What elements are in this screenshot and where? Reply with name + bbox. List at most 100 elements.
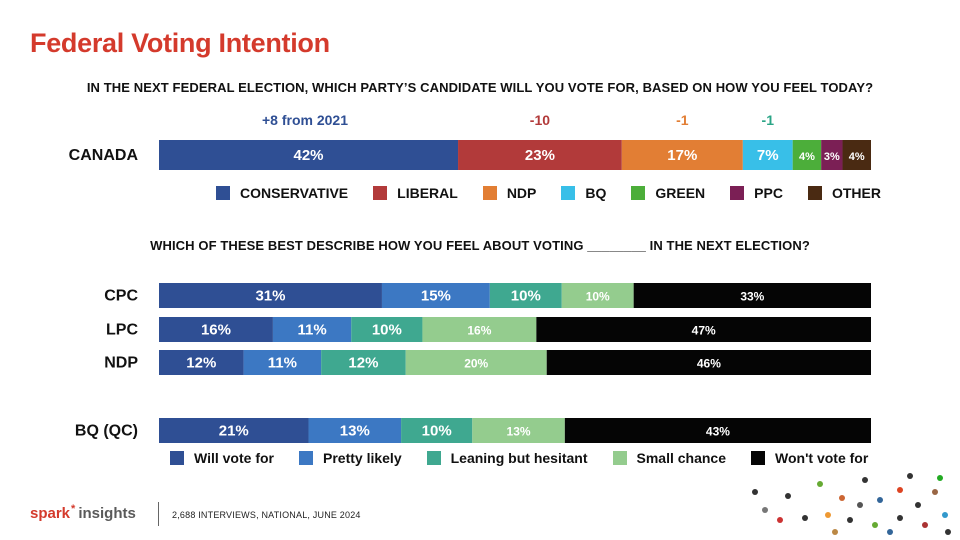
bar-ndp-small-chance — [405, 350, 547, 375]
legend-label-bq: BQ — [585, 185, 607, 201]
change-label-conservative: +8 from 2021 — [262, 112, 348, 128]
logo-spark: spark — [30, 505, 71, 522]
chart-canvas: CANADA 42% +8 from 2021 23% -10 17% -1 7% -1 4% 3%… — [69, 112, 871, 443]
data-label-canada-ppc: 3% — [824, 151, 840, 163]
legend-item-leaning-but-hesitant: Leaning but hesitant — [426, 450, 588, 466]
data-label-cpc-small-chance: 10% — [586, 290, 610, 304]
legend-swatch-small-chance — [612, 451, 627, 465]
data-label-canada-conservative: 42% — [294, 147, 324, 164]
bar-canada-bq — [742, 140, 793, 170]
legend-swatch-conservative — [216, 186, 230, 200]
footer-divider — [158, 502, 159, 526]
data-label-bq-qc-small-chance: 13% — [507, 425, 531, 439]
legend-swatch-ndp — [482, 186, 497, 200]
bar-cpc-small-chance — [561, 283, 634, 308]
legend-swatch-pretty-likely — [299, 451, 313, 465]
data-label-lpc-leaning-but-hesitant: 10% — [372, 322, 402, 339]
data-label-cpc-pretty-likely: 15% — [421, 288, 451, 305]
bar-ndp-leaning-but-hesitant — [321, 350, 406, 375]
spark-insights-logo: spark * insights — [30, 503, 136, 522]
data-label-lpc-won-t-vote-for: 47% — [692, 324, 716, 338]
bar-cpc-will-vote-for — [159, 283, 382, 308]
data-label-canada-ndp: 17% — [667, 147, 697, 164]
bar-canada-liberal — [458, 140, 622, 170]
legend-swatch-bq — [561, 186, 576, 200]
bar-ndp-will-vote-for — [159, 350, 244, 375]
legend-label-will-vote-for: Will vote for — [194, 450, 274, 466]
change-label-bq: -1 — [762, 112, 775, 128]
data-label-canada-green: 4% — [799, 151, 815, 163]
data-label-bq-qc-won-t-vote-for: 43% — [706, 425, 730, 439]
legend-swatch-will-vote-for — [170, 451, 184, 465]
logo-insights: insights — [78, 505, 136, 522]
legend-item-won-t-vote-for: Won't vote for — [751, 450, 868, 466]
category-label-cpc: CPC — [104, 288, 138, 305]
legend-label-liberal: LIBERAL — [397, 185, 458, 201]
source-note: 2,688 INTERVIEWS, NATIONAL, JUNE 2024 — [172, 510, 361, 520]
data-label-lpc-pretty-likely: 11% — [297, 322, 326, 339]
chart1-question: IN THE NEXT FEDERAL ELECTION, WHICH PART… — [86, 80, 874, 95]
data-label-cpc-will-vote-for: 31% — [255, 288, 285, 305]
legend-swatch-ppc — [730, 186, 745, 200]
legend-label-pretty-likely: Pretty likely — [323, 450, 402, 466]
data-label-cpc-leaning-but-hesitant: 10% — [511, 288, 541, 305]
bar-ndp-won-t-vote-for — [546, 350, 871, 375]
data-label-ndp-small-chance: 20% — [464, 357, 488, 371]
legend-swatch-liberal — [373, 186, 388, 200]
bar-lpc-small-chance — [422, 317, 537, 342]
bar-canada-ndp — [621, 140, 743, 170]
data-label-bq-qc-will-vote-for: 21% — [219, 423, 249, 440]
data-label-canada-other: 4% — [849, 151, 865, 163]
bar-cpc-pretty-likely — [381, 283, 490, 308]
logo-star: * — [71, 503, 76, 515]
bar-lpc-leaning-but-hesitant — [351, 317, 423, 342]
category-label-lpc: LPC — [106, 322, 138, 339]
legend-label-other: OTHER — [831, 185, 881, 201]
bar-canada-ppc — [821, 140, 843, 170]
data-label-ndp-leaning-but-hesitant: 12% — [348, 355, 378, 372]
legend-item-green: GREEN — [631, 185, 705, 201]
change-label-ndp: -1 — [676, 112, 689, 128]
legend-label-green: GREEN — [655, 185, 706, 201]
legend-swatch-green — [631, 186, 646, 200]
legend-item-ppc: PPC — [730, 185, 783, 201]
bar-bq-qc-leaning-but-hesitant — [401, 418, 473, 443]
bar-lpc-won-t-vote-for — [536, 317, 871, 342]
bar-bq-qc-won-t-vote-for — [564, 418, 871, 443]
legend-item-will-vote-for: Will vote for — [170, 450, 274, 466]
data-label-canada-bq: 7% — [757, 147, 779, 164]
category-label-bq-qc: BQ (QC) — [75, 423, 138, 440]
data-label-ndp-won-t-vote-for: 46% — [697, 357, 721, 371]
legend-item-ndp: NDP — [482, 185, 537, 201]
bar-bq-qc-will-vote-for — [159, 418, 309, 443]
legend-feeling: Will vote for Pretty likely Leaning but he… — [170, 450, 868, 466]
legend-item-pretty-likely: Pretty likely — [299, 450, 402, 466]
bar-canada-other — [842, 140, 871, 170]
legend-label-ndp: NDP — [506, 185, 537, 201]
legend-item-other: OTHER — [807, 185, 881, 201]
bar-canada-conservative — [159, 140, 459, 170]
data-label-canada-liberal: 23% — [525, 147, 555, 164]
data-label-lpc-small-chance: 16% — [467, 324, 491, 338]
bar-ndp-pretty-likely — [243, 350, 322, 375]
crowd-illustration — [752, 473, 951, 535]
bar-cpc-won-t-vote-for — [633, 283, 871, 308]
legend-label-conservative: CONSERVATIVE — [240, 185, 349, 201]
category-label-canada: CANADA — [69, 147, 139, 164]
legend-label-small-chance: Small chance — [636, 450, 727, 466]
legend-swatch-other — [807, 186, 822, 200]
chart2-question: WHICH OF THESE BEST DESCRIBE HOW YOU FEE… — [150, 238, 810, 253]
legend-swatch-won-t-vote-for — [751, 451, 765, 465]
data-label-cpc-won-t-vote-for: 33% — [740, 290, 764, 304]
legend-item-conservative: CONSERVATIVE — [216, 185, 348, 201]
bar-lpc-will-vote-for — [159, 317, 273, 342]
legend-label-ppc: PPC — [754, 185, 783, 201]
data-label-ndp-will-vote-for: 12% — [186, 355, 216, 372]
legend-item-bq: BQ — [561, 185, 606, 201]
bar-cpc-leaning-but-hesitant — [489, 283, 562, 308]
legend-party: CONSERVATIVE LIBERAL NDP BQ GREEN PPC OTHER — [216, 185, 881, 201]
page-title: Federal Voting Intention — [30, 28, 330, 58]
bar-lpc-pretty-likely — [272, 317, 352, 342]
legend-label-leaning-but-hesitant: Leaning but hesitant — [450, 450, 588, 466]
legend-label-won-t-vote-for: Won't vote for — [775, 450, 869, 466]
